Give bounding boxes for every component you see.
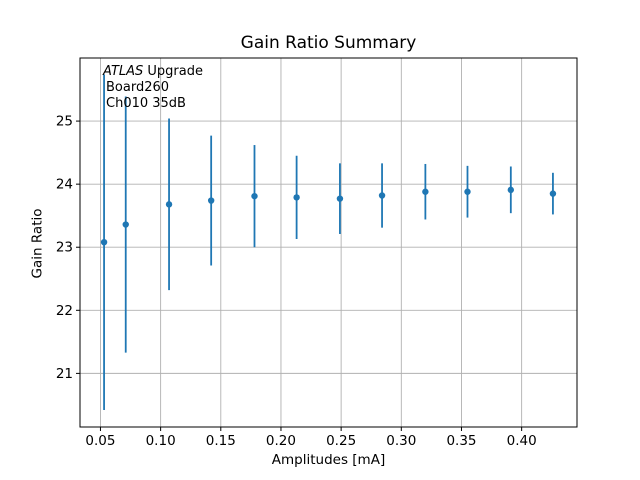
annotation-line-2: Board260 xyxy=(106,80,170,95)
data-point xyxy=(207,197,215,204)
chart-title: Gain Ratio Summary xyxy=(240,33,417,53)
x-tick-label: 0.20 xyxy=(266,433,296,449)
x-tick-label: 0.30 xyxy=(386,433,416,449)
data-point xyxy=(336,195,344,202)
annotation-line-1: ATLAS Upgrade xyxy=(103,64,203,80)
y-tick-label: 21 xyxy=(56,366,73,382)
x-tick-label: 0.10 xyxy=(146,433,176,449)
data-point xyxy=(165,201,173,208)
plot-border xyxy=(79,57,578,428)
annotation-line-3: Ch010 35dB xyxy=(106,96,186,111)
y-tick-label: 24 xyxy=(56,177,73,193)
data-point xyxy=(549,190,557,197)
x-tick-label: 0.25 xyxy=(326,433,356,449)
data-point xyxy=(293,194,300,201)
x-tick-label: 0.05 xyxy=(85,433,115,449)
y-axis-label: Gain Ratio xyxy=(29,208,46,279)
y-tick-label: 23 xyxy=(56,240,73,256)
data-point xyxy=(251,192,258,200)
x-tick-label: 0.35 xyxy=(446,433,476,449)
x-axis-label: Amplitudes [mA] xyxy=(271,452,386,468)
data-point xyxy=(464,188,471,195)
data-point xyxy=(378,192,386,199)
data-point xyxy=(100,238,108,246)
y-tick-label: 25 xyxy=(56,114,73,130)
data-point xyxy=(422,188,429,195)
data-point xyxy=(122,221,129,228)
annotation: ATLAS Upgrade Board260 Ch010 35dB xyxy=(103,64,203,112)
annotation-line-1-rest: Upgrade xyxy=(143,64,203,79)
data-point xyxy=(507,186,515,194)
annotation-experiment-name: ATLAS xyxy=(103,64,144,79)
y-tick-label: 22 xyxy=(56,303,73,319)
x-tick-label: 0.15 xyxy=(206,433,236,449)
x-tick-label: 0.40 xyxy=(507,433,537,449)
